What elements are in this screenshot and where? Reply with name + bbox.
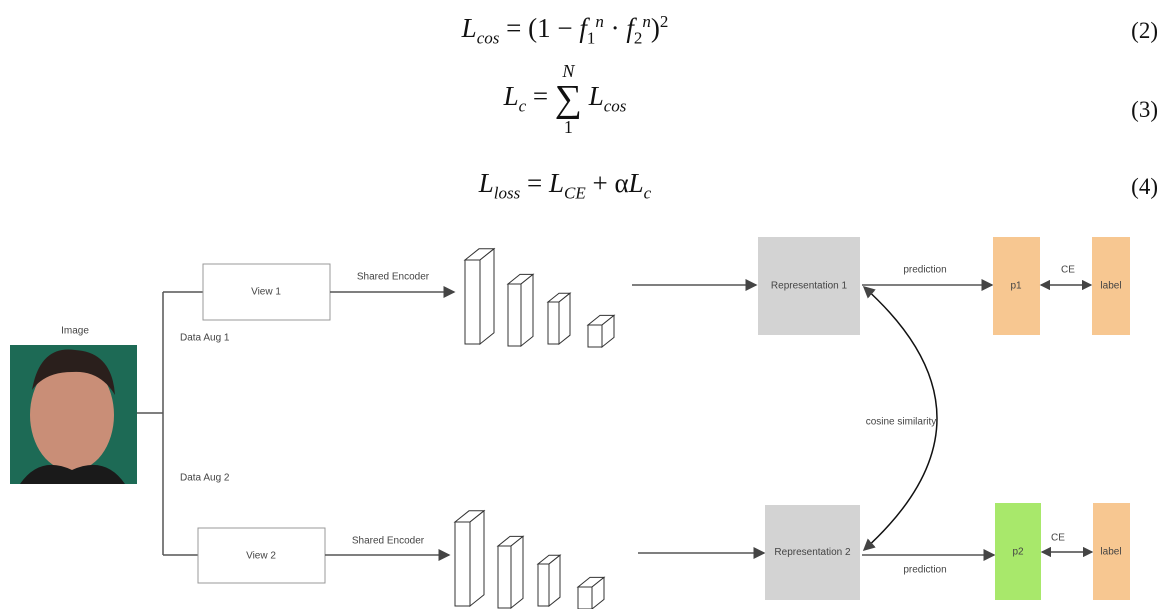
encoder-layers — [455, 249, 614, 609]
similarity-label: cosine similarity — [866, 417, 937, 428]
layer-face — [548, 302, 559, 344]
label-text: label — [1100, 281, 1121, 292]
layer-face — [588, 325, 602, 347]
layer-face — [511, 536, 523, 608]
representation-wrap: Representation 2 — [765, 505, 860, 600]
layer-face — [508, 284, 521, 346]
diagram: Image Data Aug 1 Data Aug 2 View 1 View … — [0, 0, 1170, 609]
ce-label: CE — [1051, 533, 1065, 544]
aug-label: Data Aug 2 — [180, 473, 230, 484]
layer-face — [538, 564, 549, 606]
label-text: label — [1100, 547, 1121, 558]
encoder-label: Shared Encoder — [352, 536, 425, 547]
image-label: Image — [61, 326, 89, 337]
layer-face — [455, 522, 470, 606]
layer-face — [578, 587, 592, 609]
representation-label: Representation 2 — [765, 505, 860, 600]
view-label: View 2 — [246, 551, 276, 562]
layer-face — [521, 274, 533, 346]
layer-face — [465, 260, 480, 344]
view-label: View 1 — [251, 287, 281, 298]
layer-face — [559, 293, 570, 344]
aug-label: Data Aug 1 — [180, 333, 230, 344]
layer-face — [480, 249, 494, 344]
layer-face — [549, 555, 560, 606]
layer-face — [498, 546, 511, 608]
prediction-label: prediction — [903, 565, 946, 576]
output-label: p1 — [1010, 281, 1022, 292]
encoder-label: Shared Encoder — [357, 272, 430, 283]
output-label: p2 — [1012, 547, 1024, 558]
connector — [137, 292, 203, 555]
layer-face — [470, 511, 484, 606]
face-image — [10, 345, 137, 484]
prediction-label: prediction — [903, 265, 946, 276]
page: Lcos = (1 − f1n · f2n)2 (2) Lc = N∑1 Lco… — [0, 0, 1170, 609]
ce-label: CE — [1061, 265, 1075, 276]
representation-label: Representation 1 — [771, 281, 848, 292]
